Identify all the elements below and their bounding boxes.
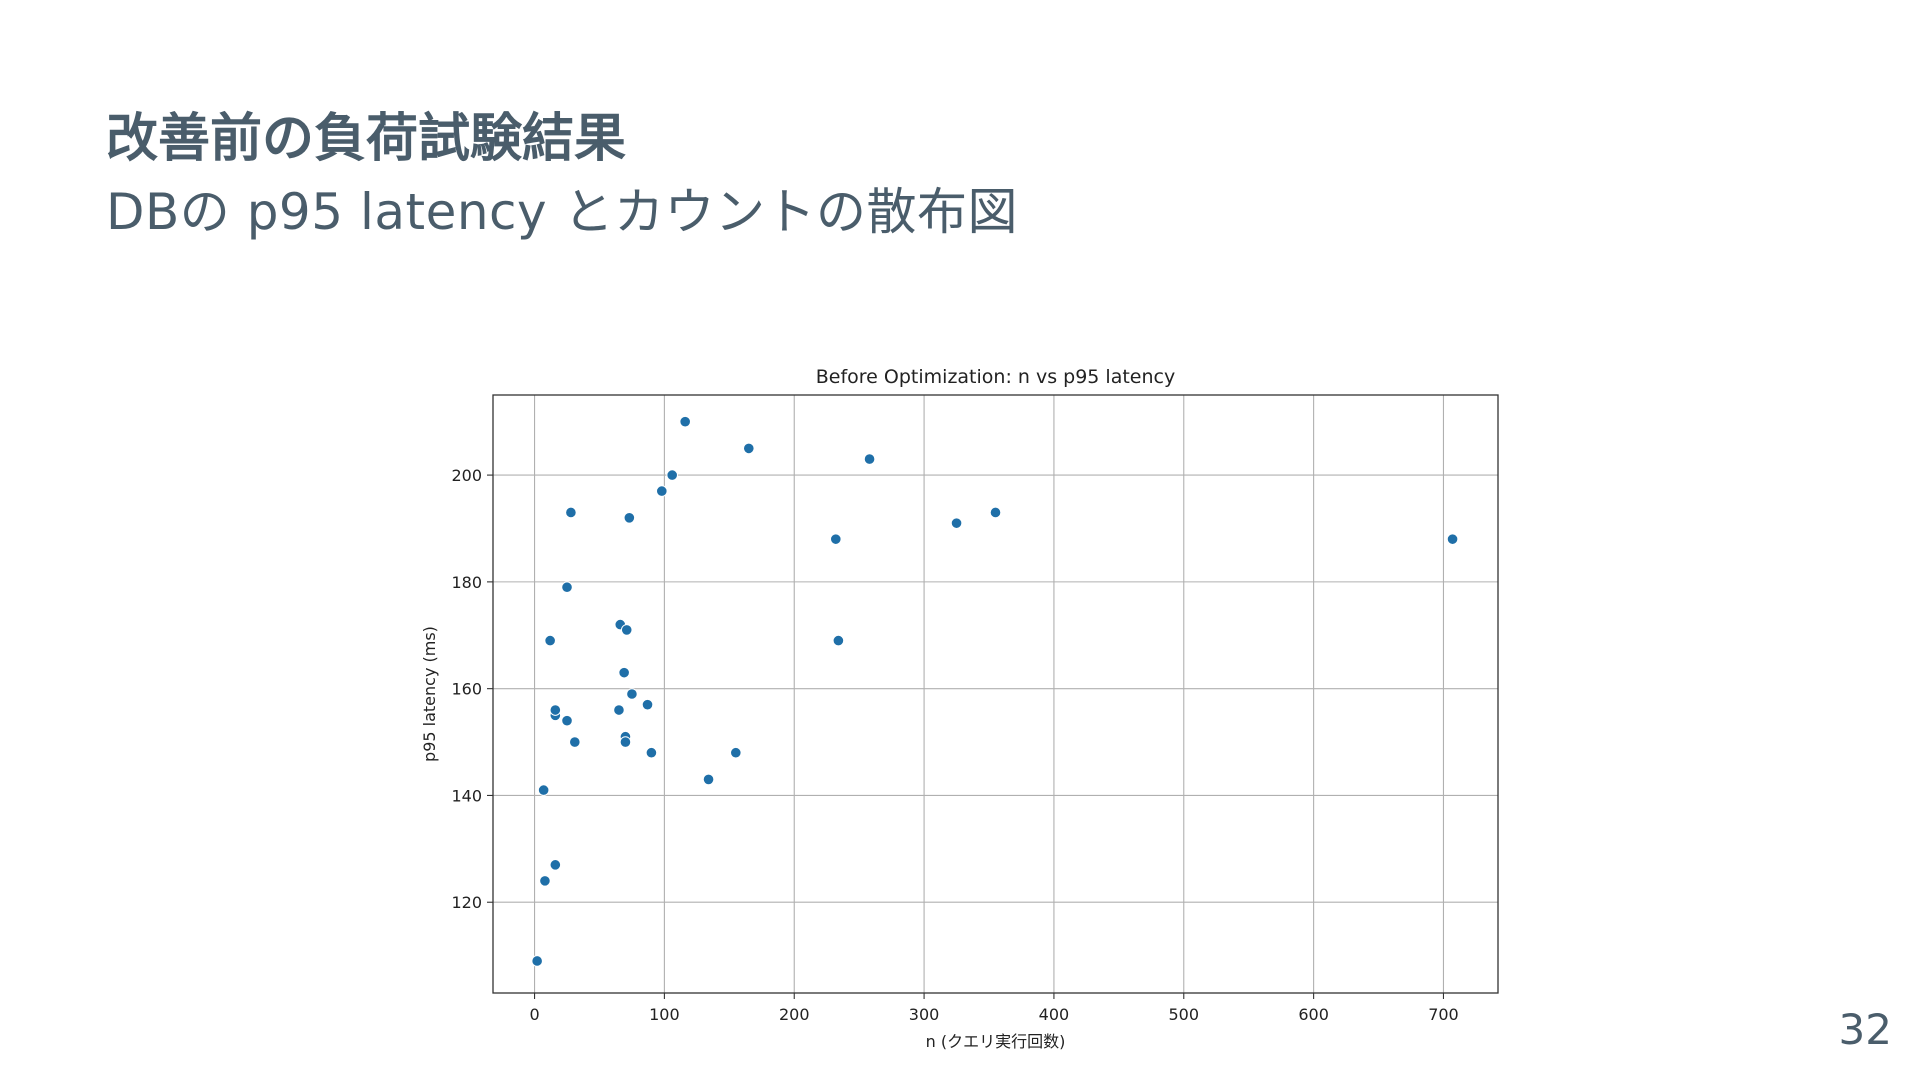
data-point bbox=[531, 955, 543, 967]
data-point bbox=[641, 698, 654, 711]
data-point bbox=[702, 773, 715, 786]
data-point bbox=[1446, 533, 1459, 545]
data-point bbox=[549, 859, 562, 871]
data-points bbox=[531, 415, 1459, 967]
data-point bbox=[679, 415, 691, 428]
x-tick-label: 100 bbox=[649, 1005, 680, 1024]
data-point bbox=[742, 442, 755, 455]
data-point bbox=[613, 704, 625, 716]
data-point bbox=[549, 704, 562, 716]
data-point bbox=[832, 634, 845, 647]
y-axis-label: p95 latency (ms) bbox=[420, 626, 439, 762]
data-point bbox=[655, 485, 668, 497]
slide-title: 改善前の負荷試験結果 bbox=[106, 109, 627, 169]
x-tick-label: 700 bbox=[1428, 1005, 1459, 1024]
data-point bbox=[620, 624, 633, 636]
data-point bbox=[730, 746, 742, 759]
grid-lines bbox=[493, 395, 1498, 993]
x-tick-label: 400 bbox=[1039, 1005, 1070, 1024]
page-number: 32 bbox=[1838, 1005, 1892, 1054]
y-tick-label: 200 bbox=[451, 466, 482, 485]
scatter-chart: 0 100 200 300 400 500 600 700 120 140 160 180 200 Be… bbox=[420, 366, 1499, 1051]
x-tick-label: 0 bbox=[529, 1005, 539, 1024]
data-point bbox=[626, 688, 638, 700]
data-point bbox=[829, 533, 842, 545]
x-axis-label: n (クエリ実行回数) bbox=[926, 1032, 1066, 1051]
data-point bbox=[544, 634, 556, 647]
x-tick-label: 200 bbox=[779, 1005, 810, 1024]
plot-frame bbox=[492, 394, 1499, 994]
data-point bbox=[537, 784, 550, 796]
y-tick-label: 120 bbox=[451, 893, 482, 912]
data-point bbox=[539, 875, 551, 887]
data-point bbox=[619, 736, 632, 748]
data-point bbox=[565, 506, 577, 519]
y-tick-label: 180 bbox=[451, 573, 482, 592]
y-tick-label: 160 bbox=[451, 680, 482, 699]
axis-ticks: 0 100 200 300 400 500 600 700 120 140 160 180 200 bbox=[451, 466, 1458, 1024]
data-point bbox=[989, 506, 1002, 519]
x-tick-label: 300 bbox=[909, 1005, 940, 1024]
x-tick-label: 500 bbox=[1169, 1005, 1200, 1024]
data-point bbox=[863, 453, 876, 465]
data-point bbox=[618, 666, 630, 679]
data-point bbox=[561, 581, 573, 594]
data-point bbox=[666, 469, 678, 481]
chart-title: Before Optimization: n vs p95 latency bbox=[816, 366, 1175, 388]
data-point bbox=[623, 512, 636, 524]
slide-subtitle: DBの p95 latency とカウントの散布図 bbox=[106, 183, 1019, 241]
data-point bbox=[645, 746, 658, 759]
data-point bbox=[569, 736, 581, 748]
y-tick-label: 140 bbox=[451, 786, 482, 805]
data-point bbox=[950, 517, 963, 529]
x-tick-label: 600 bbox=[1298, 1005, 1329, 1024]
data-point bbox=[561, 714, 573, 727]
